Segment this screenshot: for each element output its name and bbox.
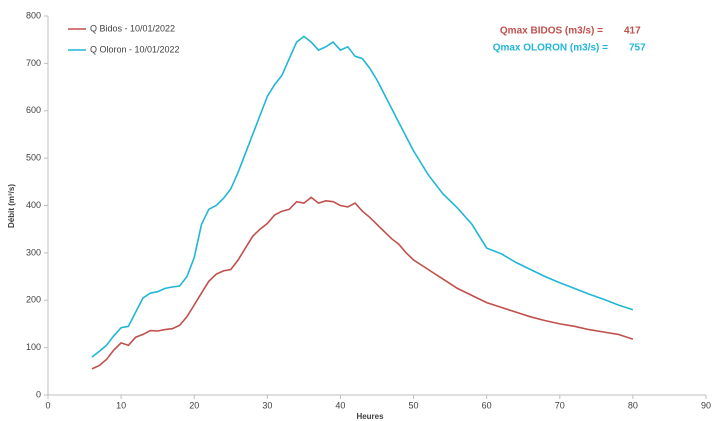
y-tick-label: 400 bbox=[26, 200, 41, 210]
x-tick-label: 40 bbox=[335, 400, 345, 410]
y-axis-label: Débit (m³/s) bbox=[7, 184, 16, 228]
x-tick-label: 30 bbox=[262, 400, 272, 410]
line-series bbox=[91, 35, 634, 358]
annotation-label: Qmax OLORON (m3/s) = bbox=[493, 43, 608, 54]
y-tick-label: 200 bbox=[26, 295, 41, 305]
y-tick-label: 700 bbox=[26, 58, 41, 68]
x-tick-label: 20 bbox=[189, 400, 199, 410]
x-tick-label: 80 bbox=[628, 400, 638, 410]
y-tick-label: 500 bbox=[26, 153, 41, 163]
x-tick-label: 70 bbox=[555, 400, 565, 410]
y-tick-label: 800 bbox=[26, 10, 41, 20]
annotation-label: Qmax BIDOS (m3/s) = bbox=[500, 26, 603, 37]
x-tick-label: 90 bbox=[701, 400, 711, 410]
x-tick-label: 50 bbox=[409, 400, 419, 410]
x-tick-label: 0 bbox=[45, 400, 50, 410]
x-tick-label: 10 bbox=[116, 400, 126, 410]
y-tick-label: 300 bbox=[26, 247, 41, 257]
x-axis-label: Heures bbox=[356, 412, 384, 421]
y-tick-label: 0 bbox=[36, 389, 41, 399]
legend-label: Q Bidos - 10/01/2022 bbox=[90, 23, 175, 33]
legend-label: Q Oloron - 10/01/2022 bbox=[90, 44, 180, 54]
line-series bbox=[91, 196, 634, 370]
y-tick-label: 100 bbox=[26, 342, 41, 352]
y-tick-label: 600 bbox=[26, 105, 41, 115]
x-tick-label: 60 bbox=[482, 400, 492, 410]
annotation-value: 417 bbox=[624, 26, 641, 37]
annotation-value: 757 bbox=[629, 43, 646, 54]
